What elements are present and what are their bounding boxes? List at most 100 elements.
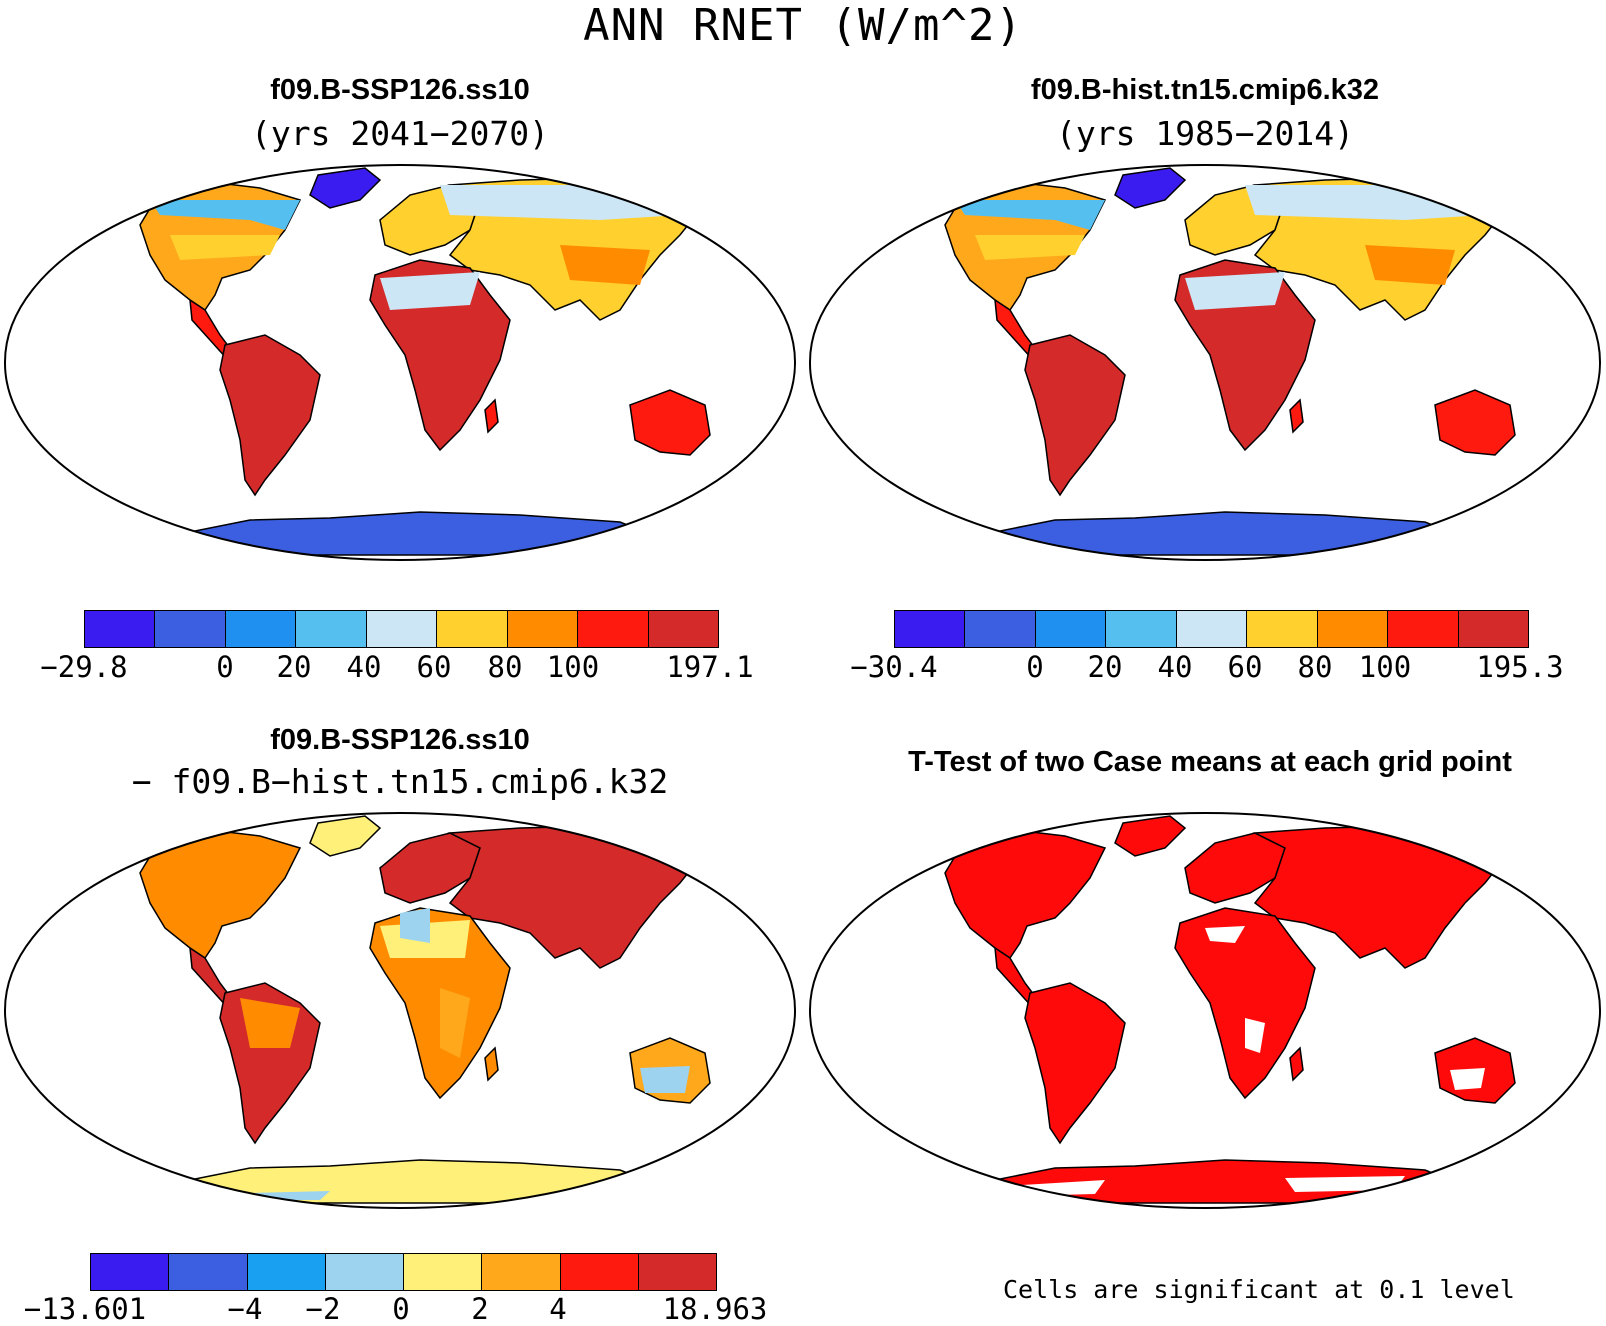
colorbar-tick-label: 40 — [1157, 650, 1193, 684]
landmass-greenland — [1114, 815, 1187, 857]
landmass-southAmerica — [1024, 334, 1126, 497]
colorbar-tick-label: −4 — [227, 1292, 263, 1326]
colorbar-swatch — [91, 1254, 170, 1290]
landmass-antarctica — [148, 1159, 662, 1204]
colorbar-swatch — [1106, 611, 1177, 647]
colorbar-swatch — [1176, 611, 1248, 647]
panel-1-title: f09.B-SSP126.ss10 — [270, 74, 530, 106]
colorbar-tick-label: 100 — [546, 650, 600, 684]
colorbar-tick-label: 18.963 — [662, 1292, 768, 1326]
landmass-antarctica — [953, 511, 1467, 556]
panel-1-subtitle: (yrs 2041−2070) — [250, 114, 549, 153]
map-border — [4, 812, 796, 1209]
landmass-southAmerica — [1024, 982, 1126, 1145]
shading-region — [975, 235, 1085, 260]
colorbar-tick-label: 80 — [1297, 650, 1333, 684]
colorbar-swatch — [1035, 611, 1107, 647]
shading-region — [170, 235, 280, 260]
colorbar-swatch — [1388, 611, 1459, 647]
landmass-northAmerica — [139, 829, 302, 960]
colorbar-swatch — [965, 611, 1036, 647]
shading-region — [955, 200, 1105, 230]
shading-region — [240, 998, 300, 1048]
panel-1-map — [4, 164, 796, 561]
panel-2-title: f09.B-hist.tn15.cmip6.k32 — [1030, 74, 1380, 106]
colorbar-tick-label: 0 — [216, 650, 234, 684]
landmass-madagascar — [1289, 398, 1304, 434]
colorbar-swatch — [1458, 611, 1528, 647]
shading-region — [440, 185, 690, 220]
shading-region — [560, 245, 650, 285]
map-border — [809, 812, 1601, 1209]
panel-3-colorbar — [90, 1253, 717, 1291]
colorbar-tick-label: 40 — [346, 650, 382, 684]
colorbar-tick-label: 60 — [1227, 650, 1263, 684]
landmass-northAmerica — [944, 829, 1107, 960]
landmass-africa — [1174, 907, 1316, 1100]
colorbar-swatch — [155, 611, 226, 647]
shading-region — [1450, 1068, 1485, 1090]
colorbar-tick-label: 20 — [1087, 650, 1123, 684]
colorbar-swatch — [578, 611, 649, 647]
shading-region — [1285, 1176, 1405, 1192]
colorbar-tick-label: −29.8 — [40, 650, 128, 684]
colorbar-swatch — [296, 611, 367, 647]
landmass-madagascar — [484, 1046, 499, 1082]
landmass-antarctica — [148, 511, 662, 556]
figure-title: ANN RNET (W/m^2) — [583, 0, 1023, 51]
shading-region — [1205, 926, 1245, 943]
colorbar-swatch — [366, 611, 438, 647]
colorbar-swatch — [247, 1254, 326, 1290]
colorbar-tick-label: 0 — [1026, 650, 1044, 684]
landmass-madagascar — [484, 398, 499, 434]
colorbar-tick-label: 100 — [1358, 650, 1412, 684]
panel-2-map — [809, 164, 1601, 561]
colorbar-swatch — [1247, 611, 1318, 647]
colorbar-tick-label: 197.1 — [666, 650, 754, 684]
colorbar-tick-label: 60 — [416, 650, 452, 684]
panel-2-colorbar — [894, 610, 1529, 648]
shading-region — [440, 988, 470, 1058]
panel-1-colorbar — [84, 610, 719, 648]
colorbar-swatch — [648, 611, 718, 647]
landmass-madagascar — [1289, 1046, 1304, 1082]
landmass-greenland — [309, 167, 382, 209]
colorbar-swatch — [507, 611, 579, 647]
colorbar-swatch — [1317, 611, 1389, 647]
landmass-australia — [1434, 389, 1516, 456]
colorbar-tick-label: 20 — [276, 650, 312, 684]
colorbar-tick-label: 0 — [392, 1292, 410, 1326]
panel-4-title: T-Test of two Case means at each grid po… — [908, 746, 1512, 778]
panel-3-title: f09.B-SSP126.ss10 — [270, 724, 530, 756]
panel-4-map — [809, 812, 1601, 1209]
colorbar-tick-label: 2 — [471, 1292, 489, 1326]
shading-region — [1365, 245, 1455, 285]
map-border — [809, 164, 1601, 561]
colorbar-tick-label: −30.4 — [850, 650, 938, 684]
colorbar-swatch — [482, 1254, 561, 1290]
colorbar-tick-label: 195.3 — [1476, 650, 1564, 684]
panel-4-note: Cells are significant at 0.1 level — [1003, 1275, 1515, 1304]
colorbar-swatch — [895, 611, 966, 647]
landmass-australia — [629, 389, 711, 456]
panel-2-subtitle: (yrs 1985−2014) — [1055, 114, 1354, 153]
panel-3-subtitle: − f09.B−hist.tn15.cmip6.k32 — [131, 762, 669, 801]
colorbar-swatch — [404, 1254, 483, 1290]
colorbar-tick-label: 80 — [487, 650, 523, 684]
map-border — [4, 164, 796, 561]
colorbar-swatch — [225, 611, 297, 647]
shading-region — [380, 272, 480, 310]
colorbar-swatch — [437, 611, 508, 647]
shading-region — [150, 200, 300, 230]
colorbar-swatch — [325, 1254, 404, 1290]
panel-3-map — [4, 812, 796, 1209]
shading-region — [400, 908, 430, 943]
landmass-greenland — [309, 815, 382, 857]
colorbar-swatch — [85, 611, 156, 647]
colorbar-tick-label: −13.601 — [23, 1292, 147, 1326]
shading-region — [1245, 185, 1495, 220]
colorbar-swatch — [638, 1254, 716, 1290]
colorbar-tick-label: −2 — [305, 1292, 341, 1326]
colorbar-tick-label: 4 — [549, 1292, 567, 1326]
landmass-greenland — [1114, 167, 1187, 209]
